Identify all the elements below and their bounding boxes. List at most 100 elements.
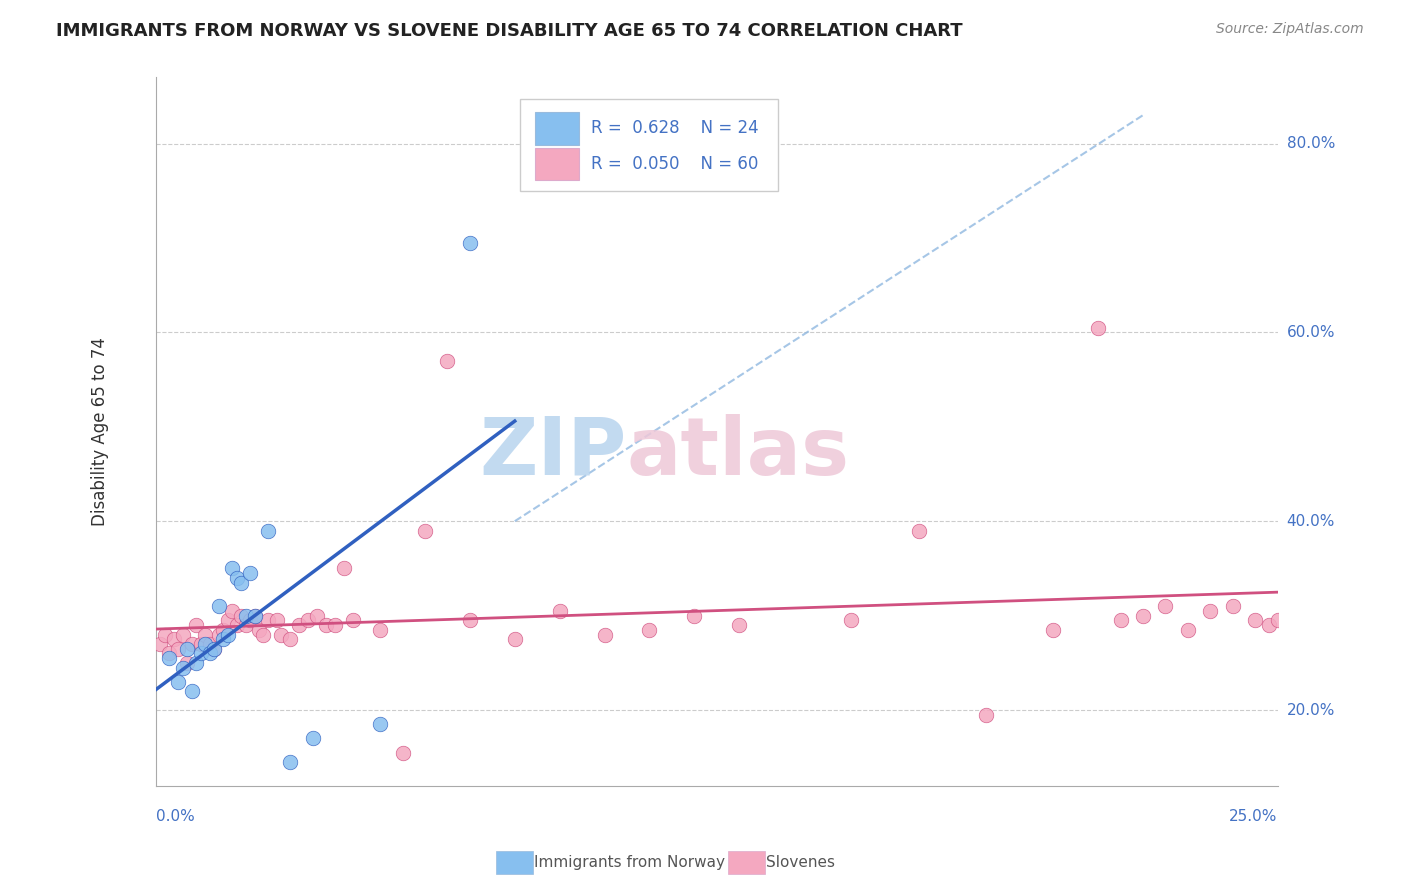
Point — [229, 608, 252, 623]
Point — [186, 618, 208, 632]
Point — [436, 353, 458, 368]
Point — [315, 618, 337, 632]
Point — [342, 613, 364, 627]
Text: R =  0.628    N = 24: R = 0.628 N = 24 — [591, 120, 759, 137]
Text: 80.0%: 80.0% — [1286, 136, 1334, 151]
Text: 25.0%: 25.0% — [1229, 809, 1278, 824]
Text: 40.0%: 40.0% — [1286, 514, 1334, 529]
Point — [221, 561, 243, 575]
Point — [212, 632, 235, 647]
Text: atlas: atlas — [627, 414, 851, 491]
Text: Immigrants from Norway: Immigrants from Norway — [534, 855, 725, 870]
Point — [297, 613, 319, 627]
Point — [1109, 613, 1132, 627]
Point — [307, 608, 329, 623]
Point — [638, 623, 661, 637]
Point — [368, 623, 391, 637]
Point — [458, 235, 481, 250]
Point — [180, 637, 202, 651]
Point — [1267, 613, 1289, 627]
Point — [548, 604, 571, 618]
Point — [207, 599, 229, 614]
Point — [368, 717, 391, 731]
Point — [974, 707, 997, 722]
Point — [202, 641, 225, 656]
Text: Source: ZipAtlas.com: Source: ZipAtlas.com — [1216, 22, 1364, 37]
Point — [413, 524, 436, 538]
Point — [1087, 320, 1109, 334]
Point — [217, 627, 239, 641]
Point — [683, 608, 706, 623]
Point — [1154, 599, 1177, 614]
Point — [323, 618, 346, 632]
Point — [202, 641, 225, 656]
Point — [190, 637, 212, 651]
Point — [1257, 618, 1279, 632]
Point — [266, 613, 288, 627]
Point — [167, 674, 190, 689]
Point — [1132, 608, 1154, 623]
Point — [176, 641, 198, 656]
Point — [157, 651, 180, 665]
Point — [225, 618, 247, 632]
Point — [167, 641, 190, 656]
Point — [149, 637, 172, 651]
Text: R =  0.050    N = 60: R = 0.050 N = 60 — [591, 155, 758, 173]
Point — [172, 660, 194, 674]
Point — [229, 575, 252, 590]
Point — [247, 623, 270, 637]
Point — [1177, 623, 1199, 637]
Point — [907, 524, 929, 538]
Point — [1244, 613, 1267, 627]
Point — [1042, 623, 1064, 637]
Point — [243, 608, 266, 623]
Point — [153, 627, 176, 641]
Point — [194, 637, 217, 651]
Point — [239, 566, 262, 581]
Point — [593, 627, 616, 641]
Point — [180, 684, 202, 698]
FancyBboxPatch shape — [534, 112, 579, 145]
Point — [391, 746, 413, 760]
Point — [1222, 599, 1244, 614]
Text: Disability Age 65 to 74: Disability Age 65 to 74 — [91, 337, 108, 526]
FancyBboxPatch shape — [520, 99, 779, 191]
Point — [839, 613, 862, 627]
Text: IMMIGRANTS FROM NORWAY VS SLOVENE DISABILITY AGE 65 TO 74 CORRELATION CHART: IMMIGRANTS FROM NORWAY VS SLOVENE DISABI… — [56, 22, 963, 40]
Point — [1199, 604, 1222, 618]
Point — [207, 627, 229, 641]
Point — [235, 618, 257, 632]
Point — [235, 608, 257, 623]
Point — [728, 618, 751, 632]
Point — [288, 618, 311, 632]
Point — [198, 637, 221, 651]
Point — [198, 647, 221, 661]
Point — [186, 656, 208, 670]
Point — [302, 731, 325, 746]
Point — [280, 755, 302, 769]
Point — [280, 632, 302, 647]
Point — [194, 627, 217, 641]
Point — [257, 524, 280, 538]
Text: 60.0%: 60.0% — [1286, 325, 1336, 340]
Text: Slovenes: Slovenes — [766, 855, 835, 870]
Point — [163, 632, 186, 647]
Point — [172, 627, 194, 641]
Point — [503, 632, 526, 647]
Text: ZIP: ZIP — [479, 414, 627, 491]
Point — [243, 608, 266, 623]
Point — [221, 604, 243, 618]
Point — [252, 627, 274, 641]
Point — [458, 613, 481, 627]
Point — [176, 656, 198, 670]
Point — [239, 613, 262, 627]
FancyBboxPatch shape — [534, 147, 579, 180]
Point — [217, 613, 239, 627]
Point — [157, 647, 180, 661]
Point — [270, 627, 292, 641]
Point — [257, 613, 280, 627]
Point — [190, 647, 212, 661]
Point — [225, 571, 247, 585]
Text: 0.0%: 0.0% — [156, 809, 194, 824]
Point — [333, 561, 356, 575]
